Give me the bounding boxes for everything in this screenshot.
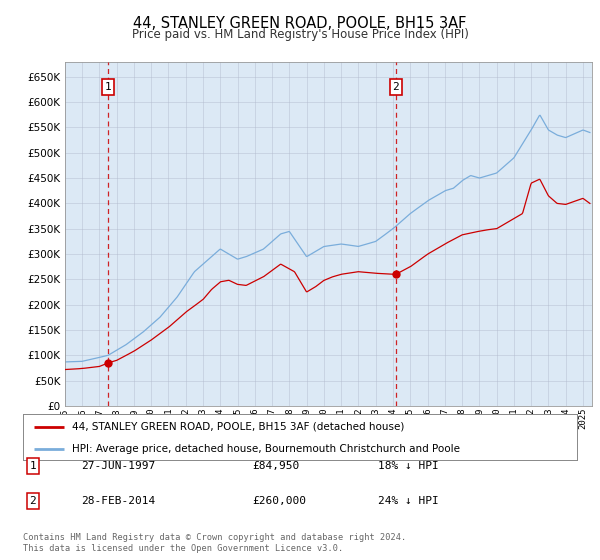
- Text: 2: 2: [29, 496, 37, 506]
- Text: 24% ↓ HPI: 24% ↓ HPI: [378, 496, 439, 506]
- Text: 1: 1: [29, 461, 37, 471]
- Text: 18% ↓ HPI: 18% ↓ HPI: [378, 461, 439, 471]
- Text: 2: 2: [392, 82, 399, 92]
- Text: 44, STANLEY GREEN ROAD, POOLE, BH15 3AF (detached house): 44, STANLEY GREEN ROAD, POOLE, BH15 3AF …: [71, 422, 404, 432]
- Text: 27-JUN-1997: 27-JUN-1997: [81, 461, 155, 471]
- Text: 44, STANLEY GREEN ROAD, POOLE, BH15 3AF: 44, STANLEY GREEN ROAD, POOLE, BH15 3AF: [133, 16, 467, 31]
- Text: 1: 1: [104, 82, 111, 92]
- Text: 28-FEB-2014: 28-FEB-2014: [81, 496, 155, 506]
- Text: Contains HM Land Registry data © Crown copyright and database right 2024.
This d: Contains HM Land Registry data © Crown c…: [23, 533, 406, 553]
- Text: Price paid vs. HM Land Registry's House Price Index (HPI): Price paid vs. HM Land Registry's House …: [131, 28, 469, 41]
- Text: HPI: Average price, detached house, Bournemouth Christchurch and Poole: HPI: Average price, detached house, Bour…: [71, 444, 460, 454]
- Text: £260,000: £260,000: [252, 496, 306, 506]
- Text: £84,950: £84,950: [252, 461, 299, 471]
